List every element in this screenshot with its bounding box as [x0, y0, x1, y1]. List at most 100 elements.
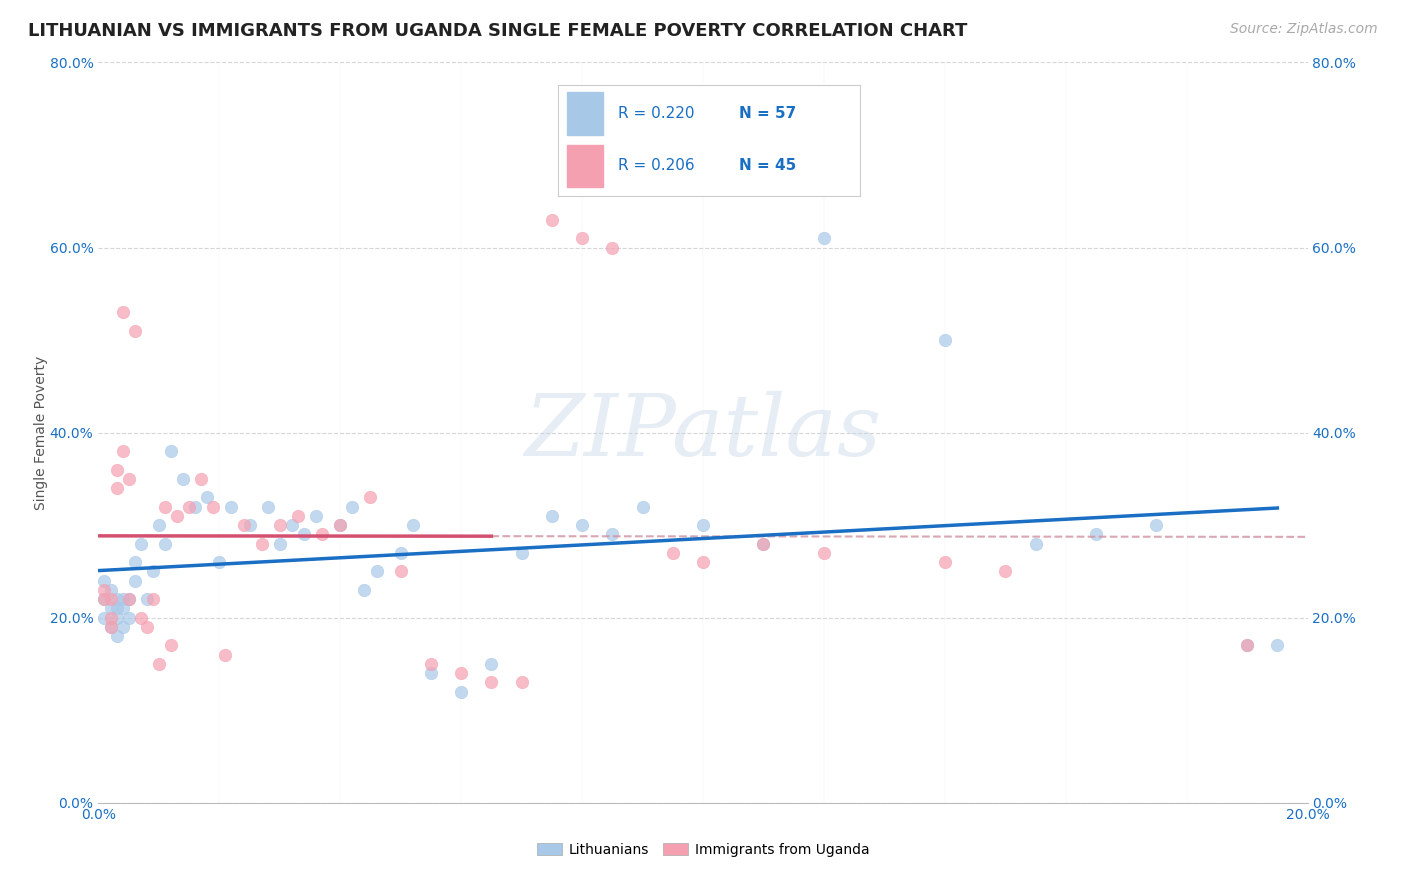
Point [481, 657, 503, 671]
Point [148, 518, 170, 533]
Point [124, 324, 146, 338]
Point [202, 500, 225, 514]
Point [281, 518, 304, 533]
Point [752, 536, 775, 550]
Point [111, 601, 134, 615]
Point [93, 582, 115, 597]
Point [389, 565, 412, 579]
Point [292, 527, 315, 541]
Point [142, 565, 165, 579]
Y-axis label: Single Female Poverty: Single Female Poverty [34, 356, 48, 509]
Point [692, 518, 714, 533]
Point [135, 592, 157, 607]
Point [1236, 639, 1258, 653]
Point [510, 675, 533, 690]
Point [232, 518, 254, 533]
Point [129, 610, 152, 624]
Point [269, 536, 291, 550]
Point [214, 648, 236, 662]
Point [100, 620, 122, 634]
Point [111, 620, 134, 634]
Point [256, 500, 278, 514]
Point [148, 657, 170, 671]
Point [239, 518, 262, 533]
Point [540, 212, 562, 227]
Point [420, 657, 443, 671]
Point [100, 610, 122, 624]
Point [118, 592, 141, 607]
Point [160, 639, 183, 653]
Point [195, 491, 218, 505]
Point [360, 491, 382, 505]
Point [389, 546, 412, 560]
Text: Source: ZipAtlas.com: Source: ZipAtlas.com [1230, 22, 1378, 37]
Point [166, 508, 188, 523]
Point [420, 666, 443, 681]
Point [481, 675, 503, 690]
Point [994, 565, 1017, 579]
Point [1144, 518, 1167, 533]
Text: LITHUANIAN VS IMMIGRANTS FROM UGANDA SINGLE FEMALE POVERTY CORRELATION CHART: LITHUANIAN VS IMMIGRANTS FROM UGANDA SIN… [28, 22, 967, 40]
Point [571, 518, 593, 533]
Point [631, 500, 654, 514]
Point [329, 518, 352, 533]
Point [118, 472, 141, 486]
Point [208, 555, 231, 569]
Point [540, 508, 562, 523]
Point [692, 555, 714, 569]
Point [93, 610, 115, 624]
Point [124, 574, 146, 588]
Point [184, 500, 207, 514]
Point [602, 240, 624, 255]
Point [450, 666, 472, 681]
Point [179, 500, 201, 514]
Point [100, 601, 122, 615]
Point [934, 555, 956, 569]
Point [105, 629, 128, 643]
Point [813, 546, 835, 560]
Point [105, 481, 128, 495]
Point [105, 601, 128, 615]
Point [450, 685, 472, 699]
Point [1236, 639, 1258, 653]
Point [160, 444, 183, 458]
Point [118, 592, 141, 607]
Point [1267, 639, 1289, 653]
Point [142, 592, 165, 607]
Point [813, 231, 835, 245]
Point [105, 610, 128, 624]
Point [124, 555, 146, 569]
Point [100, 592, 122, 607]
Point [105, 462, 128, 476]
Point [510, 546, 533, 560]
Point [93, 592, 115, 607]
Text: ZIPatlas: ZIPatlas [524, 392, 882, 474]
Point [129, 536, 152, 550]
Point [172, 472, 194, 486]
Point [305, 508, 328, 523]
Point [93, 592, 115, 607]
Point [111, 444, 134, 458]
Point [118, 610, 141, 624]
Point [93, 574, 115, 588]
Point [752, 536, 775, 550]
Legend: Lithuanians, Immigrants from Uganda: Lithuanians, Immigrants from Uganda [531, 838, 875, 863]
Point [190, 472, 212, 486]
Point [1085, 527, 1108, 541]
Point [366, 565, 388, 579]
Point [329, 518, 352, 533]
Point [571, 231, 593, 245]
Point [602, 527, 624, 541]
Point [1024, 536, 1046, 550]
Point [111, 305, 134, 319]
Point [250, 536, 273, 550]
Point [111, 592, 134, 607]
Point [353, 582, 375, 597]
Point [100, 582, 122, 597]
Point [287, 508, 309, 523]
Point [402, 518, 425, 533]
Point [934, 333, 956, 347]
Point [221, 500, 243, 514]
Point [661, 546, 683, 560]
Point [342, 500, 364, 514]
